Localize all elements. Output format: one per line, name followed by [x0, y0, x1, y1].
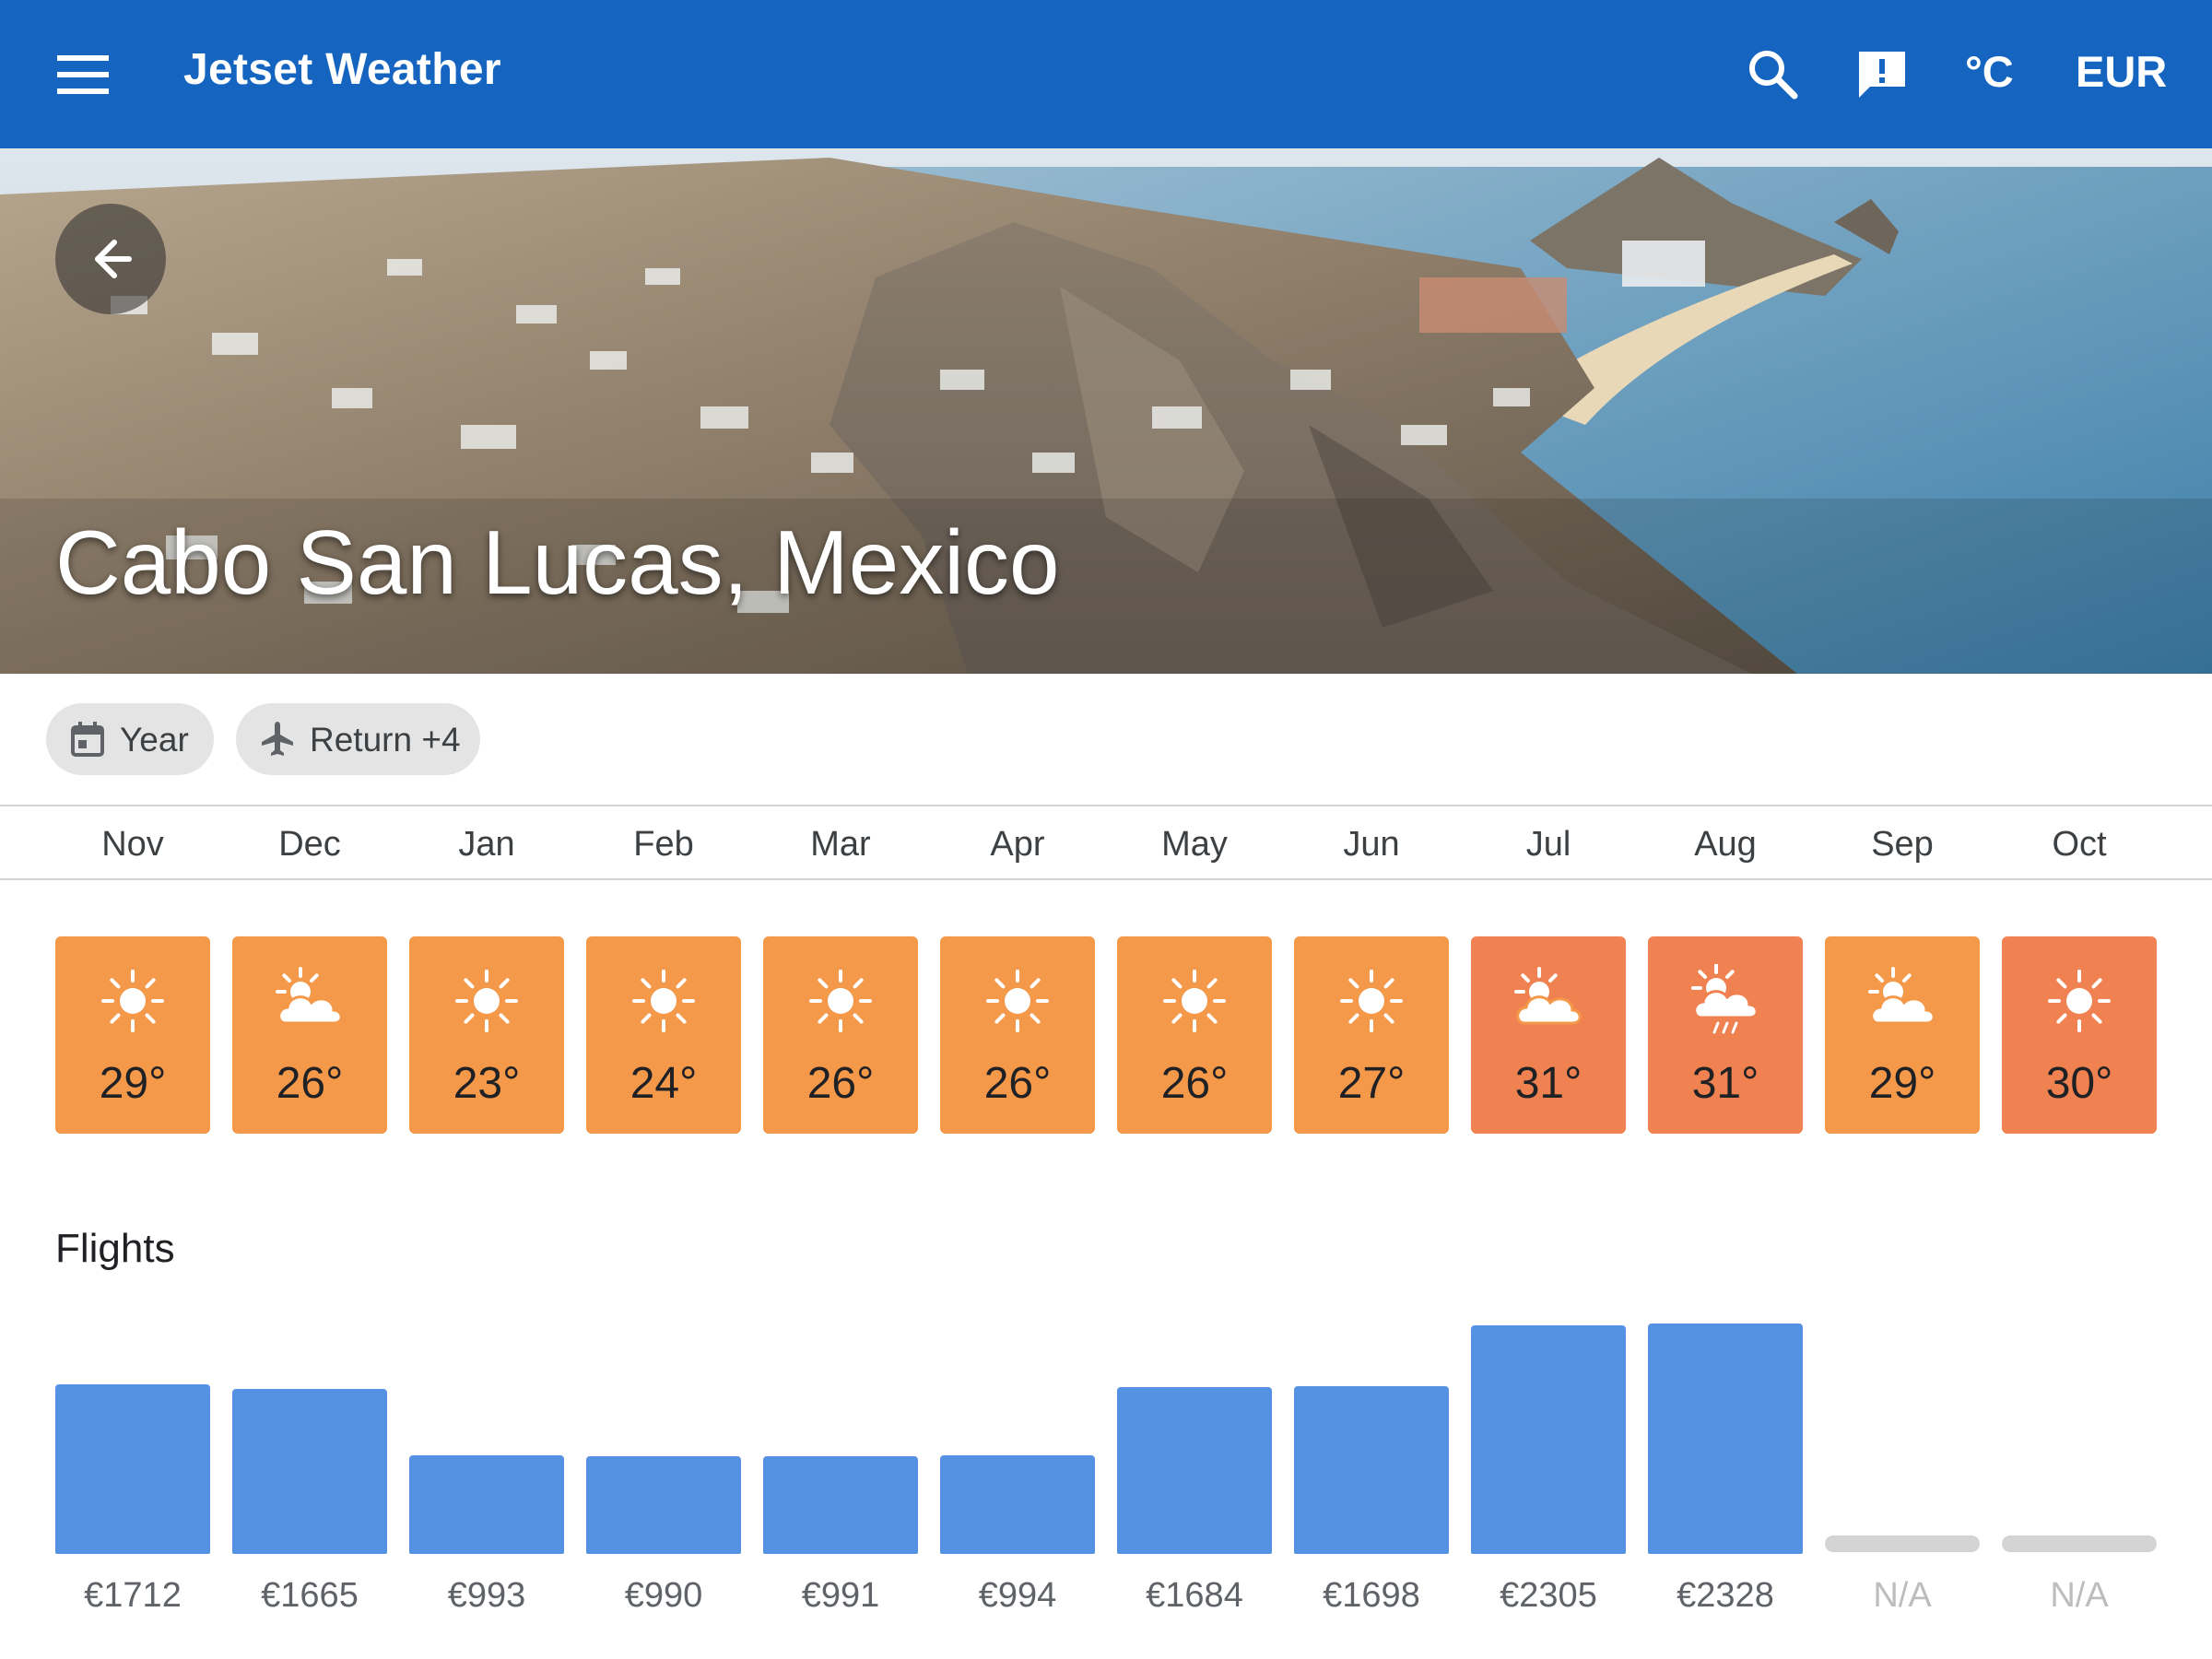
flight-price-label-nov: €1712 — [84, 1576, 182, 1615]
weather-tile-oct[interactable]: 30° — [2002, 936, 2157, 1134]
flight-price-bar-oct[interactable] — [2002, 1535, 2157, 1552]
sun-icon — [1340, 970, 1403, 1032]
month-tab-jan[interactable]: Jan — [458, 825, 515, 864]
app-bar: Jetset Weather °C EUR — [0, 0, 2212, 148]
search-icon[interactable] — [1745, 46, 1800, 101]
weather-tile-feb[interactable]: 24° — [586, 936, 741, 1134]
menu-icon[interactable] — [53, 52, 112, 98]
flight-price-label-apr: €994 — [978, 1576, 1057, 1615]
weather-tile-mar[interactable]: 26° — [763, 936, 918, 1134]
feedback-icon[interactable] — [1853, 46, 1911, 103]
month-tab-nov[interactable]: Nov — [101, 825, 164, 864]
flight-price-bar-feb[interactable] — [586, 1456, 741, 1554]
return-chip[interactable]: Return +4 — [236, 703, 480, 775]
temperature-value: 29° — [99, 1059, 167, 1108]
temperature-value: 27° — [1337, 1059, 1406, 1108]
temperature-value: 24° — [629, 1059, 698, 1108]
month-tab-jul[interactable]: Jul — [1525, 825, 1571, 864]
flight-price-bar-jul[interactable] — [1471, 1325, 1626, 1554]
year-chip[interactable]: Year — [46, 703, 214, 775]
airplane-icon — [262, 722, 293, 756]
flight-price-label-jun: €1698 — [1323, 1576, 1420, 1615]
temperature-unit-toggle[interactable]: °C — [1965, 47, 2014, 96]
temperature-value: 31° — [1514, 1059, 1583, 1108]
temperature-value: 26° — [983, 1059, 1052, 1108]
temperature-value: 26° — [1160, 1059, 1229, 1108]
flight-price-label-aug: €2328 — [1677, 1576, 1774, 1615]
partly-cloudy-icon — [1514, 967, 1582, 1025]
currency-selector[interactable]: EUR — [2076, 47, 2168, 96]
flight-price-bar-sep[interactable] — [1825, 1535, 1980, 1552]
month-tab-aug[interactable]: Aug — [1694, 825, 1757, 864]
temperature-value: 26° — [276, 1059, 344, 1108]
flight-price-bar-aug[interactable] — [1648, 1324, 1803, 1554]
weather-tile-sep[interactable]: 29° — [1825, 936, 1980, 1134]
partly-cloudy-icon — [1868, 967, 1936, 1025]
flight-price-bar-jun[interactable] — [1294, 1386, 1449, 1554]
flight-price-label-dec: €1665 — [261, 1576, 359, 1615]
sun-icon — [986, 970, 1049, 1032]
temperature-value: 23° — [453, 1059, 521, 1108]
sun-icon — [809, 970, 872, 1032]
sun-icon — [1163, 970, 1226, 1032]
sun-icon — [2048, 970, 2111, 1032]
flight-price-bar-jan[interactable] — [409, 1455, 564, 1554]
temperature-value: 26° — [806, 1059, 875, 1108]
flight-price-label-mar: €991 — [801, 1576, 880, 1615]
partly-cloudy-icon — [276, 967, 343, 1025]
temperature-value: 29° — [1868, 1059, 1936, 1108]
flight-price-label-jan: €993 — [447, 1576, 526, 1615]
weather-tile-dec[interactable]: 26° — [232, 936, 387, 1134]
flights-heading: Flights — [55, 1226, 175, 1271]
month-tab-feb[interactable]: Feb — [633, 825, 694, 864]
month-tab-jun[interactable]: Jun — [1343, 825, 1400, 864]
flight-price-bar-apr[interactable] — [940, 1455, 1095, 1554]
flight-price-label-may: €1684 — [1146, 1576, 1243, 1615]
flight-price-label-sep: N/A — [1873, 1576, 1932, 1615]
flight-price-bar-may[interactable] — [1117, 1387, 1272, 1554]
destination-title: Cabo San Lucas, Mexico — [55, 512, 1060, 613]
flight-price-label-oct: N/A — [2050, 1576, 2109, 1615]
hero-image: Cabo San Lucas, Mexico — [0, 148, 2212, 674]
month-tab-may[interactable]: May — [1161, 825, 1228, 864]
flight-price-bar-nov[interactable] — [55, 1384, 210, 1554]
month-tab-oct[interactable]: Oct — [2052, 825, 2107, 864]
weather-tile-aug[interactable]: 31° — [1648, 936, 1803, 1134]
weather-tile-apr[interactable]: 26° — [940, 936, 1095, 1134]
arrow-left-icon — [95, 240, 132, 278]
back-button[interactable] — [55, 204, 166, 314]
weather-tile-jul[interactable]: 31° — [1471, 936, 1626, 1134]
weather-tile-jan[interactable]: 23° — [409, 936, 564, 1134]
month-tab-dec[interactable]: Dec — [278, 825, 341, 864]
month-tab-sep[interactable]: Sep — [1871, 825, 1934, 864]
flight-price-bar-mar[interactable] — [763, 1456, 918, 1554]
flight-price-label-jul: €2305 — [1500, 1576, 1597, 1615]
temperature-value: 31° — [1691, 1059, 1759, 1108]
destination-photo — [0, 148, 2212, 674]
weather-tile-jun[interactable]: 27° — [1294, 936, 1449, 1134]
return-chip-label: Return +4 — [310, 721, 461, 759]
sun-icon — [632, 970, 695, 1032]
flight-price-bar-dec[interactable] — [232, 1389, 387, 1554]
weather-tile-nov[interactable]: 29° — [55, 936, 210, 1134]
month-tab-apr[interactable]: Apr — [990, 825, 1045, 864]
sun-icon — [101, 970, 164, 1032]
temperature-value: 30° — [2045, 1059, 2113, 1108]
app-title: Jetset Weather — [183, 45, 501, 94]
month-header: Nov Dec Jan Feb Mar Apr May Jun Jul Aug Sep Oct — [0, 805, 2212, 880]
calendar-icon — [71, 722, 104, 757]
weather-tile-may[interactable]: 26° — [1117, 936, 1272, 1134]
year-chip-label: Year — [120, 721, 189, 759]
month-tab-mar[interactable]: Mar — [810, 825, 871, 864]
sun-icon — [455, 970, 518, 1032]
rain-cloud-icon — [1691, 964, 1759, 1034]
flight-price-label-feb: €990 — [624, 1576, 703, 1615]
